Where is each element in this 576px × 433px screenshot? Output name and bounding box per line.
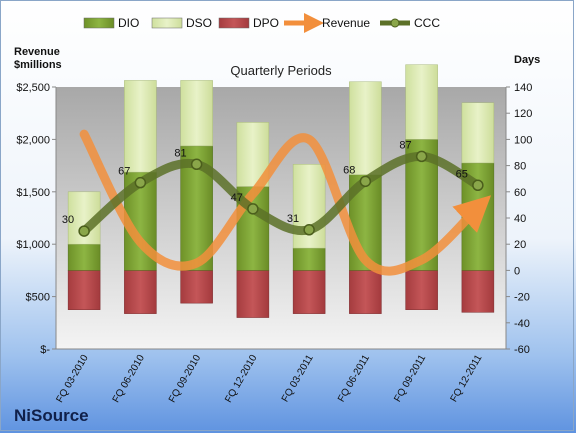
category-label: FQ 03-2010 — [55, 353, 91, 405]
right-tick-label: -60 — [514, 344, 530, 356]
ccc-data-label: 87 — [399, 139, 411, 151]
ccc-marker — [359, 175, 372, 188]
bar-dso — [124, 80, 157, 173]
chart-title: Quarterly Periods — [230, 63, 332, 78]
left-tick-label: $2,000 — [16, 134, 50, 146]
ccc-data-label: 30 — [62, 214, 74, 226]
right-axis-title: Days — [514, 54, 541, 66]
company-name: NiSource — [14, 406, 89, 425]
bar-dpo — [292, 270, 326, 314]
legend: DIO DSO DPO Revenue CCC — [83, 13, 440, 33]
bar-dso — [405, 64, 438, 140]
right-tick-label: 0 — [514, 265, 520, 277]
right-tick-label: 120 — [514, 108, 532, 120]
right-tick-label: -20 — [514, 292, 530, 304]
ccc-data-label: 81 — [174, 147, 186, 159]
right-tick-label: 80 — [514, 161, 526, 173]
bar-dio — [292, 247, 326, 271]
legend-swatch-dpo — [218, 17, 250, 29]
ccc-marker — [134, 176, 147, 189]
ccc-marker — [303, 224, 315, 236]
ccc-data-label: 47 — [231, 192, 243, 204]
ccc-marker — [472, 179, 484, 191]
category-label: FQ 12-2010 — [223, 353, 259, 405]
bar-dso — [292, 164, 326, 249]
right-tick-label: 100 — [514, 134, 532, 146]
bar-dso — [180, 80, 213, 147]
category-label: FQ 09-2010 — [167, 353, 203, 405]
category-label: FQ 12-2011 — [449, 353, 485, 404]
bar-dso — [349, 81, 382, 176]
category-label: FQ 06-2010 — [111, 353, 147, 405]
left-tick-label: $- — [40, 344, 50, 356]
ccc-data-label: 31 — [287, 213, 299, 225]
bar-dpo — [124, 270, 157, 314]
ccc-data-label: 65 — [456, 168, 468, 180]
category-label: FQ 03-2011 — [280, 353, 316, 404]
right-tick-label: 40 — [514, 213, 526, 225]
ccc-data-label: 67 — [118, 166, 130, 178]
left-tick-label: $500 — [26, 292, 50, 304]
right-tick-label: 60 — [514, 187, 526, 199]
legend-label-revenue: Revenue — [322, 16, 370, 30]
legend-label-dio: DIO — [118, 16, 139, 30]
bar-dpo — [180, 270, 213, 304]
revenue-line — [79, 129, 492, 276]
bar-dso — [461, 102, 495, 164]
left-axis-title-line-1: Revenue — [14, 46, 60, 58]
lines-layer — [78, 129, 492, 276]
left-tick-label: $1,000 — [16, 239, 50, 251]
right-tick-label: 140 — [514, 82, 532, 94]
legend-swatch-ccc-marker — [390, 18, 400, 28]
bar-dpo — [405, 270, 438, 310]
left-axis-title: Revenue $millions — [14, 46, 62, 72]
bar-dpo — [349, 270, 382, 314]
bar-dpo — [67, 270, 101, 310]
category-label: FQ 06-2011 — [336, 353, 372, 404]
left-tick-label: $1,500 — [16, 187, 50, 199]
legend-label-dso: DSO — [186, 16, 212, 30]
ccc-marker — [415, 150, 428, 163]
category-label: FQ 09-2011 — [392, 353, 428, 404]
legend-swatch-dso — [151, 17, 183, 29]
bar-dio — [67, 243, 101, 271]
ccc-marker — [247, 203, 259, 215]
legend-label-ccc: CCC — [414, 16, 440, 30]
left-axis-title-line-2: $millions — [14, 59, 62, 71]
legend-swatch-dio — [83, 17, 115, 29]
ccc-marker — [190, 158, 203, 171]
ccc-data-label: 68 — [343, 164, 355, 176]
ccc-marker — [78, 225, 90, 237]
labels-layer: 30 67 81 47 31 68 87 65 — [62, 139, 468, 226]
legend-label-dpo: DPO — [253, 16, 279, 30]
right-tick-label: -40 — [514, 318, 530, 330]
bar-dpo — [461, 270, 495, 313]
bar-dpo — [236, 270, 270, 318]
left-tick-label: $2,500 — [16, 82, 50, 94]
right-tick-label: 20 — [514, 239, 526, 251]
